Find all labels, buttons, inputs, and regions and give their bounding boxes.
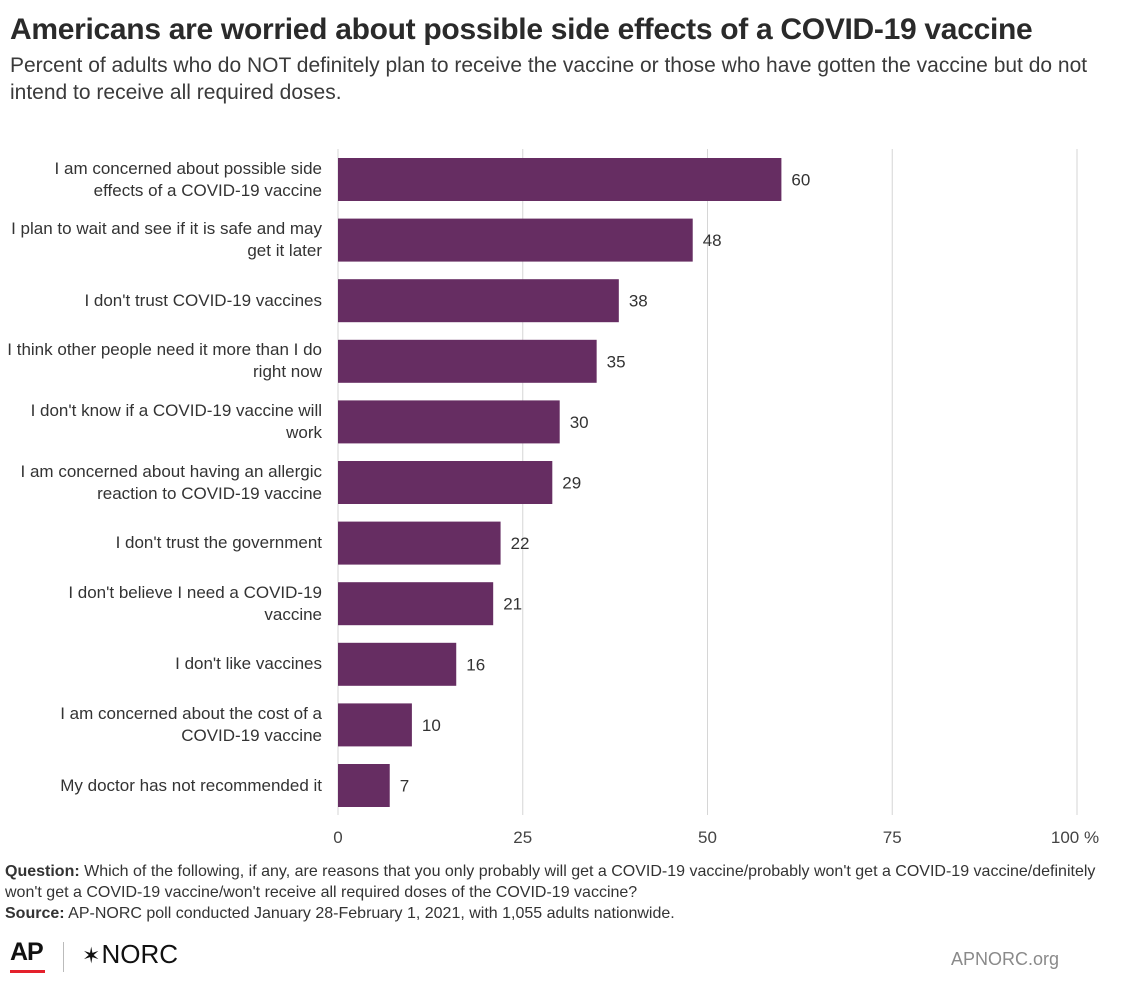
category-label: I don't trust the government bbox=[115, 533, 322, 553]
question-label: Question: bbox=[5, 863, 80, 880]
bar-value-label: 22 bbox=[511, 534, 530, 553]
bar bbox=[338, 461, 553, 504]
category-label: I am concerned about the cost of a COVID… bbox=[60, 703, 322, 745]
category-label: I don't like vaccines bbox=[175, 654, 322, 674]
bar bbox=[338, 582, 494, 626]
bar bbox=[338, 218, 693, 262]
norc-logo-text: NORC bbox=[101, 939, 178, 969]
question-text: Which of the following, if any, are reas… bbox=[5, 863, 1096, 901]
bar-value-label: 29 bbox=[562, 474, 581, 493]
bar-value-label: 35 bbox=[607, 352, 626, 371]
category-label: I don't believe I need a COVID-19 vaccin… bbox=[68, 582, 322, 624]
bar-value-label: 60 bbox=[791, 171, 810, 190]
ap-logo: AP bbox=[10, 938, 44, 966]
bar-value-label: 38 bbox=[629, 292, 648, 311]
category-label: I think other people need it more than I… bbox=[7, 340, 322, 382]
bar bbox=[338, 279, 619, 323]
x-tick-label: 25 bbox=[513, 828, 532, 847]
x-tick-label: 50 bbox=[698, 828, 717, 847]
bar bbox=[338, 521, 501, 565]
bar-chart: 0 25 50 75 100 % 60 48 38 35 30 29 22 21 16 10 7 bbox=[333, 149, 1099, 847]
category-label: My doctor has not recommended it bbox=[60, 775, 322, 795]
bar-value-label: 16 bbox=[466, 655, 485, 674]
bar bbox=[338, 642, 457, 686]
bar bbox=[338, 158, 782, 201]
bar bbox=[338, 764, 390, 807]
bar-value-label: 30 bbox=[570, 413, 589, 432]
site-link[interactable]: APNORC.org bbox=[950, 949, 1059, 969]
category-label: I am concerned about possible side effec… bbox=[54, 158, 322, 200]
norc-logo: ✶NORC bbox=[82, 939, 178, 970]
x-tick-label: 0 bbox=[333, 828, 342, 847]
chart-subtitle: Percent of adults who do NOT definitely … bbox=[10, 54, 1088, 104]
category-label: I don't trust COVID-19 vaccines bbox=[84, 290, 322, 310]
logo-divider bbox=[63, 942, 64, 972]
bar-value-label: 7 bbox=[400, 777, 409, 796]
bar bbox=[338, 339, 597, 383]
footnote: Question: Which of the following, if any… bbox=[5, 861, 1115, 924]
norc-star-icon: ✶ bbox=[82, 943, 101, 968]
bar-value-label: 48 bbox=[703, 231, 722, 250]
source-text: AP-NORC poll conducted January 28-Februa… bbox=[68, 905, 675, 922]
category-label: I don't know if a COVID-19 vaccine will … bbox=[30, 400, 322, 442]
x-tick-label: 75 bbox=[883, 828, 902, 847]
chart-title: Americans are worried about possible sid… bbox=[10, 13, 1033, 46]
bar bbox=[338, 400, 560, 444]
source-label: Source: bbox=[5, 905, 65, 922]
category-label: I am concerned about having an allergic … bbox=[20, 461, 322, 503]
x-tick-label: 100 % bbox=[1051, 828, 1099, 847]
category-label: I plan to wait and see if it is safe and… bbox=[11, 219, 322, 261]
bar bbox=[338, 703, 412, 747]
bar-value-label: 21 bbox=[503, 595, 522, 614]
ap-logo-underline bbox=[10, 970, 45, 973]
bar-value-label: 10 bbox=[422, 716, 441, 735]
